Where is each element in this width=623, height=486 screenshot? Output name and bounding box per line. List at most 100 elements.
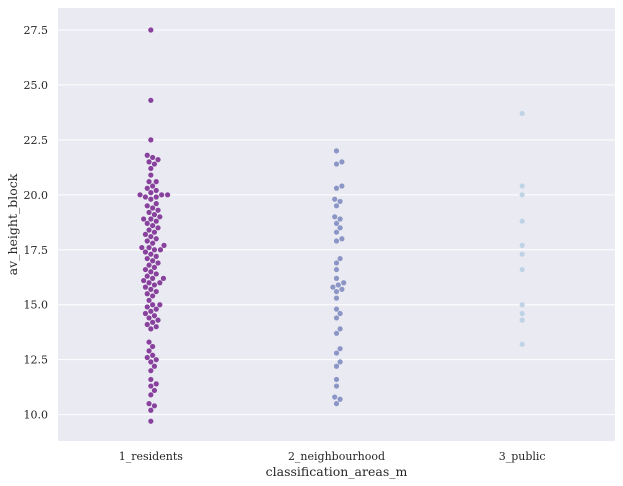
data-point: [148, 97, 154, 103]
data-point: [337, 359, 343, 365]
data-point: [519, 302, 525, 308]
data-point: [150, 275, 156, 281]
data-point: [142, 194, 149, 200]
data-point: [153, 357, 159, 363]
data-point: [339, 183, 345, 189]
data-point: [146, 401, 152, 407]
data-point: [153, 288, 159, 295]
data-point: [144, 321, 150, 328]
data-point: [146, 244, 152, 251]
data-point: [148, 368, 154, 374]
data-point: [142, 249, 149, 255]
data-point: [144, 238, 150, 244]
data-point: [151, 229, 158, 235]
y-axis-label: av_height_block: [5, 173, 20, 275]
data-point: [146, 339, 152, 345]
data-point: [153, 179, 159, 185]
data-point: [155, 225, 161, 231]
data-point: [333, 288, 340, 295]
data-point: [144, 304, 150, 310]
data-point: [146, 227, 152, 233]
data-point: [333, 275, 340, 281]
data-point: [519, 251, 525, 257]
data-point: [148, 190, 154, 196]
x-tick-label: 2_neighbourhood: [288, 450, 385, 463]
data-point: [148, 137, 154, 143]
data-point: [161, 242, 167, 248]
data-point: [519, 341, 525, 347]
data-point: [150, 183, 156, 189]
data-point: [146, 179, 152, 185]
data-point: [339, 286, 345, 292]
data-point: [519, 242, 525, 248]
data-point: [144, 203, 150, 209]
data-point: [333, 383, 340, 389]
data-point: [146, 348, 152, 354]
data-point: [155, 317, 161, 323]
data-point: [333, 203, 340, 209]
data-point: [150, 343, 156, 350]
data-point: [142, 310, 149, 317]
data-point: [519, 317, 525, 323]
data-point: [153, 187, 159, 194]
data-point: [333, 266, 340, 273]
data-point: [142, 284, 149, 290]
data-point: [335, 282, 341, 288]
data-point: [160, 275, 167, 281]
data-point: [333, 376, 340, 383]
data-point: [151, 282, 158, 288]
data-point: [148, 269, 154, 275]
data-point: [150, 352, 156, 358]
data-point: [148, 286, 154, 292]
data-point: [333, 315, 340, 321]
data-point: [151, 363, 158, 369]
data-point: [146, 262, 152, 268]
data-point: [519, 183, 525, 189]
data-point: [148, 376, 154, 383]
data-point: [337, 255, 343, 262]
data-point: [337, 326, 343, 332]
data-point: [144, 220, 150, 227]
data-point: [148, 418, 154, 424]
data-point: [148, 359, 154, 365]
data-point: [333, 161, 340, 167]
data-point: [333, 295, 340, 301]
data-point: [333, 306, 340, 312]
data-point: [144, 185, 150, 191]
data-point: [339, 236, 345, 242]
data-point: [155, 260, 161, 266]
data-point: [151, 403, 158, 409]
x-axis-label: classification_areas_m: [266, 464, 408, 479]
y-tick-label: 17.5: [24, 244, 49, 257]
data-point: [519, 266, 525, 273]
data-point: [151, 247, 158, 253]
data-point: [151, 264, 158, 270]
data-point: [157, 247, 164, 253]
data-point: [333, 330, 340, 336]
data-point: [333, 220, 340, 227]
data-point: [153, 236, 159, 242]
y-tick-label: 10.0: [24, 409, 49, 422]
data-point: [333, 260, 340, 266]
y-tick-label: 22.5: [24, 134, 49, 147]
data-point: [519, 110, 525, 117]
data-point: [142, 266, 149, 273]
data-point: [148, 196, 154, 202]
data-point: [153, 306, 159, 312]
data-point: [150, 302, 156, 308]
data-point: [333, 363, 340, 369]
data-point: [332, 394, 338, 400]
data-point: [148, 165, 154, 172]
data-point: [333, 185, 340, 191]
data-point: [150, 293, 156, 299]
data-point: [141, 216, 147, 222]
data-point: [333, 350, 340, 356]
data-point: [148, 233, 154, 240]
x-tick-label: 3_public: [499, 450, 546, 463]
data-point: [146, 209, 152, 216]
data-point: [148, 27, 154, 33]
data-point: [144, 255, 150, 262]
data-point: [333, 229, 340, 235]
data-point: [157, 280, 163, 286]
